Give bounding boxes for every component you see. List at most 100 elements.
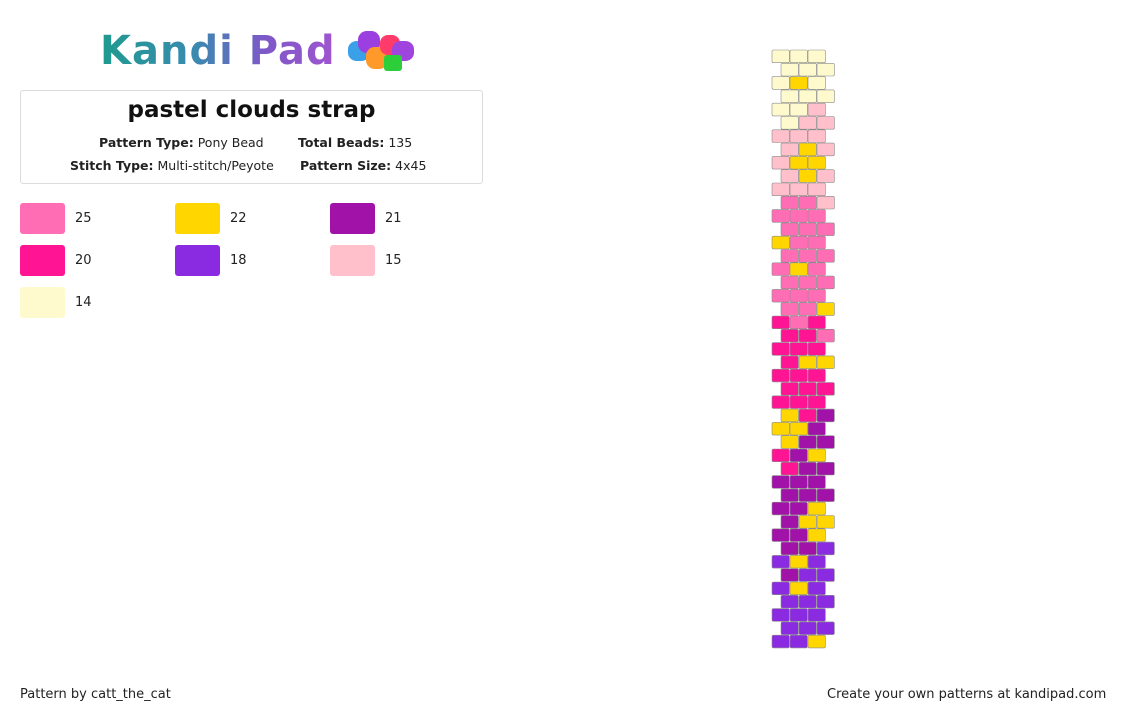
bead bbox=[816, 621, 835, 635]
bead bbox=[798, 435, 817, 449]
bead bbox=[807, 501, 826, 516]
bead bbox=[771, 555, 790, 569]
bead bbox=[771, 289, 790, 303]
palette-swatch bbox=[175, 203, 220, 234]
bead bbox=[780, 169, 799, 183]
bead bbox=[807, 235, 826, 250]
bead bbox=[789, 76, 808, 90]
create-patterns-link[interactable]: Create your own patterns at kandipad.com bbox=[827, 687, 1107, 702]
bead bbox=[789, 209, 808, 223]
bead bbox=[780, 568, 799, 582]
pattern-size-label: Pattern Size: bbox=[300, 158, 392, 173]
bead bbox=[780, 355, 799, 369]
bead bbox=[798, 515, 817, 529]
bead bbox=[798, 116, 817, 130]
stitch-type: Stitch Type: Multi-stitch/Peyote bbox=[70, 158, 274, 173]
bead bbox=[780, 382, 799, 396]
total-beads-label: Total Beads: bbox=[298, 135, 385, 150]
bead bbox=[816, 435, 835, 449]
bead bbox=[798, 275, 817, 290]
bead bbox=[789, 342, 808, 356]
bead bbox=[816, 116, 835, 130]
bead bbox=[789, 129, 808, 143]
bead bbox=[771, 448, 790, 462]
bead bbox=[816, 169, 835, 183]
palette-count: 15 bbox=[385, 253, 402, 268]
bead bbox=[771, 235, 790, 250]
total-beads: Total Beads: 135 bbox=[298, 135, 412, 150]
bead bbox=[771, 342, 790, 356]
bead bbox=[816, 408, 835, 423]
kandi-pad-logo[interactable]: Kandi Pad bbox=[100, 26, 424, 76]
bead bbox=[816, 488, 835, 502]
bead bbox=[807, 608, 826, 622]
beads-logo-icon bbox=[346, 27, 424, 75]
stitch-type-value: Multi-stitch/Peyote bbox=[157, 158, 274, 173]
bead bbox=[789, 581, 808, 595]
bead bbox=[780, 328, 799, 343]
bead bbox=[807, 49, 826, 63]
bead bbox=[780, 142, 799, 157]
bead bbox=[789, 634, 808, 649]
bead bbox=[798, 169, 817, 183]
bead bbox=[789, 315, 808, 329]
bead bbox=[816, 568, 835, 582]
bead bbox=[816, 196, 835, 210]
bead bbox=[789, 182, 808, 196]
bead bbox=[816, 89, 835, 103]
bead bbox=[807, 315, 826, 329]
bead bbox=[816, 249, 835, 263]
bead bbox=[798, 222, 817, 236]
bead bbox=[789, 235, 808, 250]
bead bbox=[807, 129, 826, 143]
bead bbox=[771, 501, 790, 516]
palette-count: 20 bbox=[75, 253, 92, 268]
bead bbox=[798, 621, 817, 635]
palette-swatch bbox=[20, 245, 65, 276]
palette-swatch bbox=[20, 287, 65, 318]
bead bbox=[798, 196, 817, 210]
bead bbox=[789, 49, 808, 63]
bead bbox=[780, 461, 799, 476]
bead bbox=[816, 461, 835, 476]
bead bbox=[798, 408, 817, 423]
bead bbox=[807, 182, 826, 196]
bead bbox=[798, 62, 817, 77]
total-beads-value: 135 bbox=[388, 135, 413, 150]
bead bbox=[771, 395, 790, 409]
bead bbox=[798, 568, 817, 582]
bead bbox=[789, 262, 808, 276]
bead bbox=[771, 528, 790, 542]
bead bbox=[789, 395, 808, 409]
bead bbox=[816, 594, 835, 609]
bead bbox=[798, 142, 817, 157]
bead bbox=[780, 275, 799, 290]
bead bbox=[798, 382, 817, 396]
bead bbox=[807, 528, 826, 542]
palette-swatch bbox=[20, 203, 65, 234]
bead bbox=[780, 515, 799, 529]
bead bbox=[771, 315, 790, 329]
bead bbox=[780, 408, 799, 423]
bead bbox=[789, 422, 808, 436]
bead bbox=[807, 581, 826, 595]
pattern-type: Pattern Type: Pony Bead bbox=[99, 135, 264, 150]
bead bbox=[780, 89, 799, 103]
palette-count: 21 bbox=[385, 211, 402, 226]
pattern-type-value: Pony Bead bbox=[197, 135, 264, 150]
bead bbox=[798, 249, 817, 263]
palette-swatch bbox=[330, 245, 375, 276]
bead bbox=[780, 594, 799, 609]
bead bbox=[798, 488, 817, 502]
bead bbox=[789, 475, 808, 489]
bead bbox=[807, 262, 826, 276]
bead bbox=[771, 182, 790, 196]
bead bbox=[807, 102, 826, 117]
bead bbox=[798, 328, 817, 343]
bead bbox=[816, 142, 835, 157]
bead bbox=[798, 355, 817, 369]
bead bbox=[771, 49, 790, 63]
bead bbox=[807, 289, 826, 303]
palette-count: 25 bbox=[75, 211, 92, 226]
